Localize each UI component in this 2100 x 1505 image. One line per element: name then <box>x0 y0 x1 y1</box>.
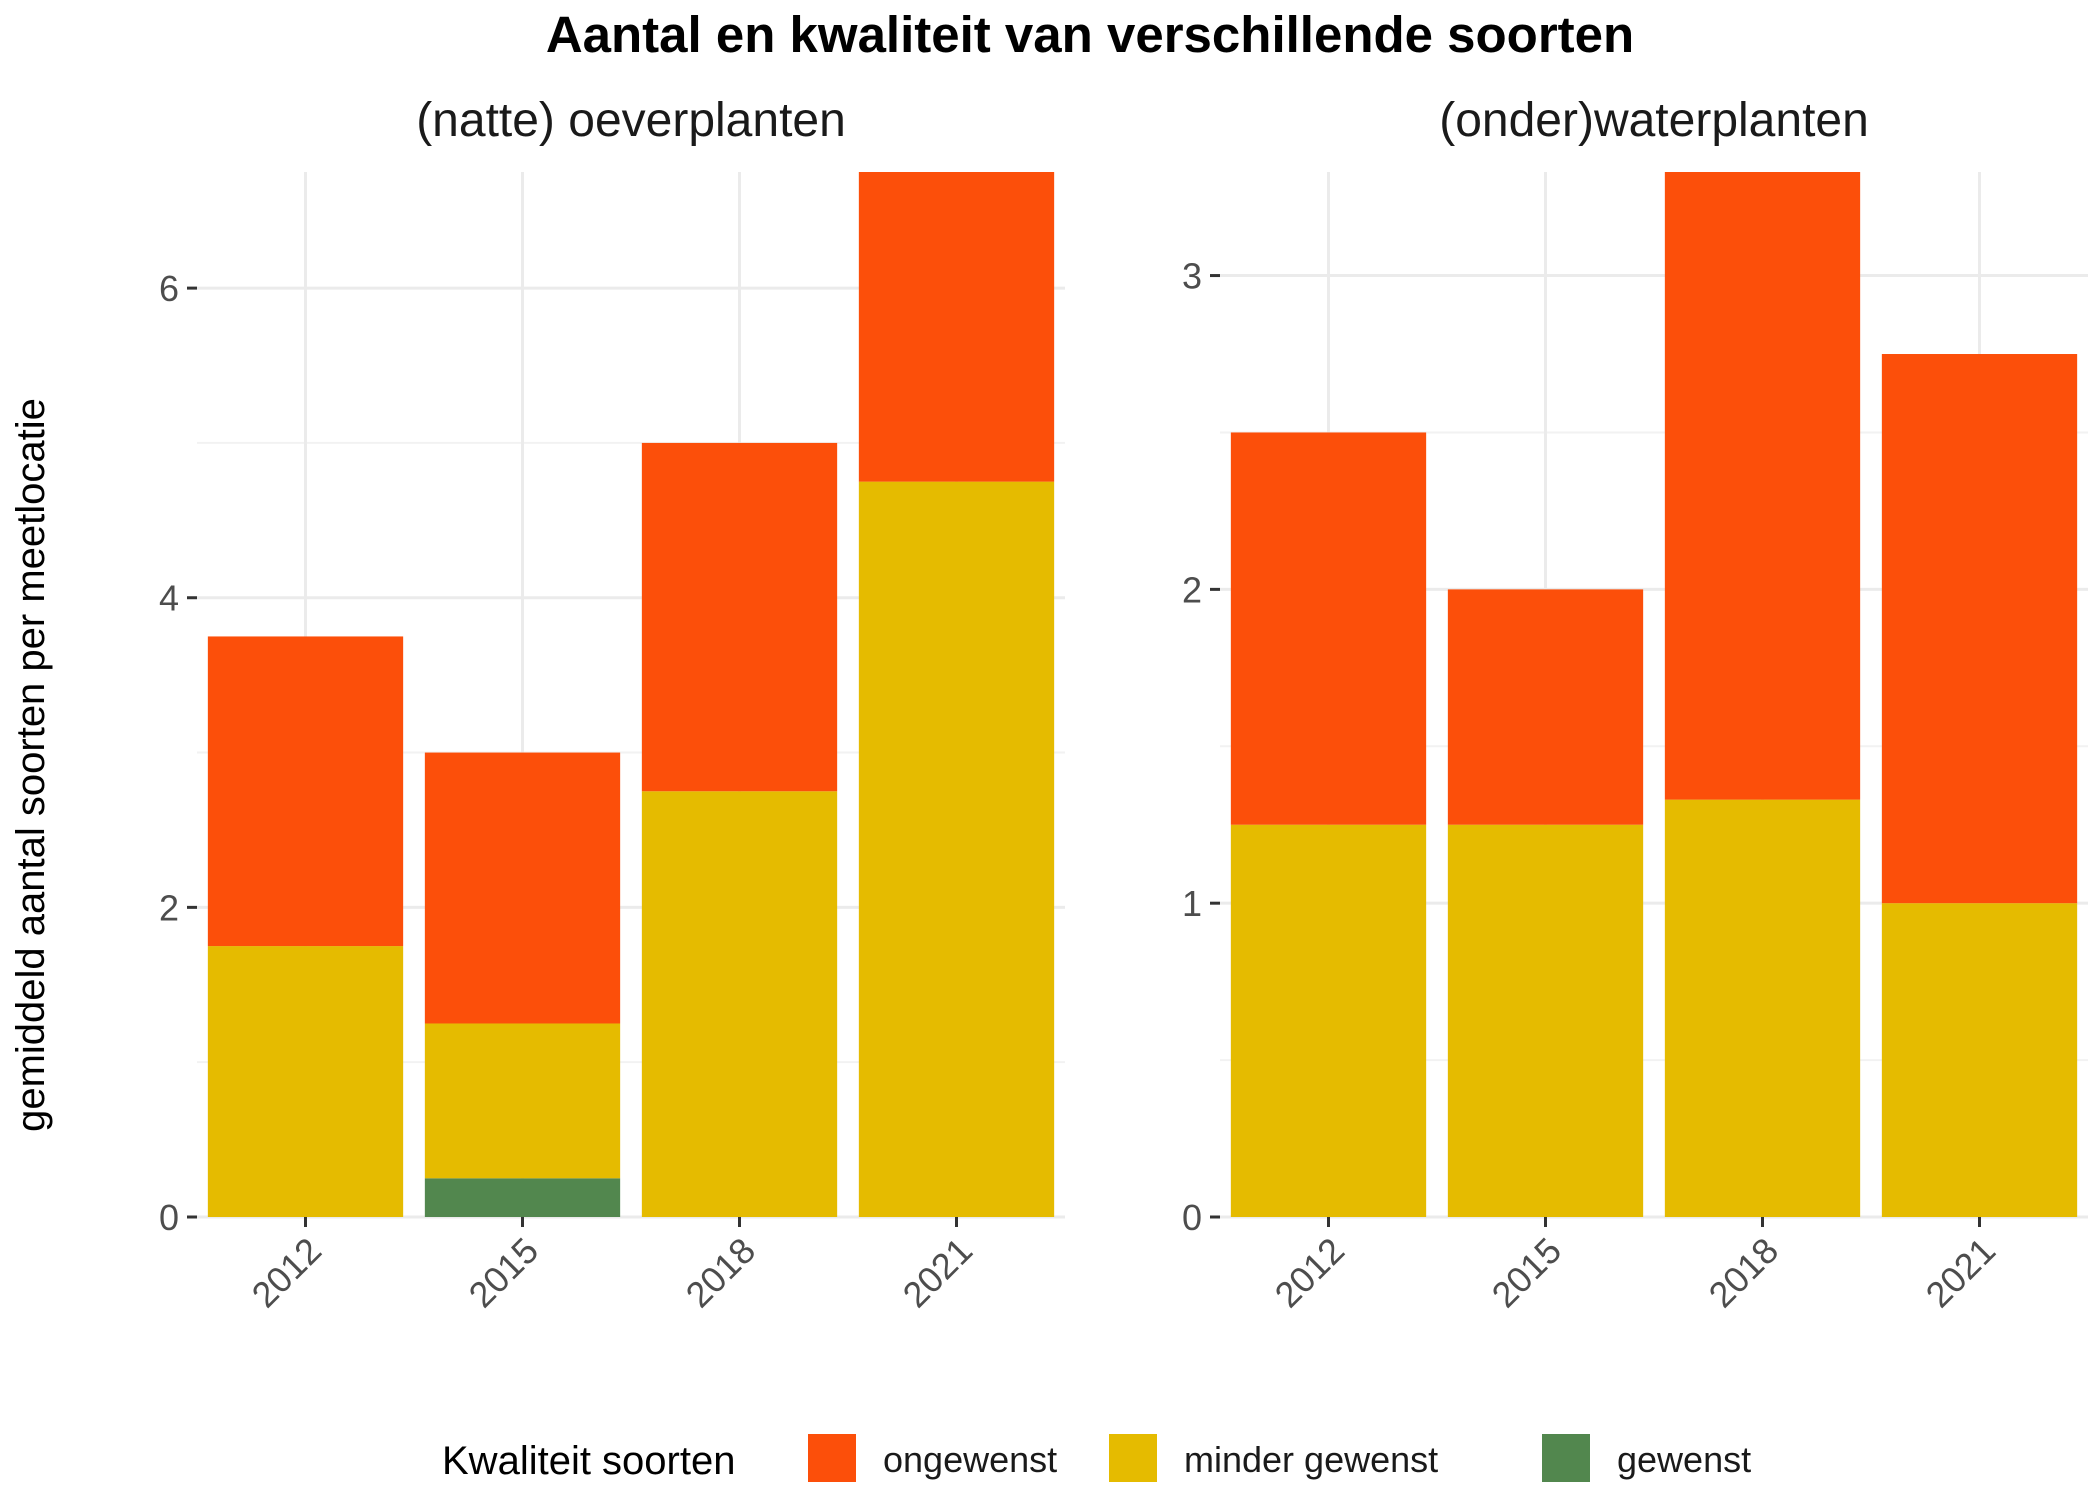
y-tick-label: 2 <box>1182 569 1202 610</box>
bar-2012-ongewenst <box>207 636 404 947</box>
panel-1: (natte) oeverplanten 0 2 4 6 2012 2015 2018 2021 <box>159 94 1065 1315</box>
legend-label: gewenst <box>1617 1439 1751 1480</box>
legend-label: ongewenst <box>883 1439 1057 1480</box>
legend-label: minder gewenst <box>1184 1439 1438 1480</box>
bar-2015-ongewenst <box>424 752 621 1024</box>
bar-2018-ongewenst <box>1664 172 1861 800</box>
y-axis-label: gemiddeld aantal soorten per meetlocatie <box>9 398 53 1132</box>
legend-key-ongewenst <box>808 1434 856 1482</box>
y-tick-label: 4 <box>159 578 179 619</box>
x-tick-label: 2018 <box>1701 1230 1787 1316</box>
legend-title: Kwaliteit soorten <box>442 1439 735 1483</box>
x-tick-label: 2021 <box>895 1230 981 1316</box>
legend-key-gewenst <box>1542 1434 1590 1482</box>
bar-2021-minder-gewenst <box>858 481 1055 1217</box>
y-tick-label: 6 <box>159 268 179 309</box>
bar-2012-ongewenst <box>1230 432 1427 825</box>
legend: Kwaliteit soorten ongewenst minder gewens… <box>442 1434 1751 1483</box>
y-tick-label: 0 <box>1182 1197 1202 1238</box>
bar-2015-gewenst <box>424 1178 621 1217</box>
bar-2021-minder-gewenst <box>1881 903 2078 1217</box>
x-tick-label: 2021 <box>1918 1230 2004 1316</box>
y-tick-label: 2 <box>159 887 179 928</box>
chart-panels: (natte) oeverplanten 0 2 4 6 2012 2015 2018 2021… <box>159 94 2088 1315</box>
x-tick-label: 2012 <box>244 1230 330 1316</box>
y-tick-label: 1 <box>1182 883 1202 924</box>
bar-2015-minder-gewenst <box>1447 824 1644 1217</box>
x-tick-label: 2015 <box>1484 1230 1570 1316</box>
bar-2018-minder-gewenst <box>1664 799 1861 1217</box>
y-tick-label: 0 <box>159 1197 179 1238</box>
chart-title: Aantal en kwaliteit van verschillende so… <box>546 6 1634 63</box>
bar-2021-ongewenst <box>858 172 1055 482</box>
panel-title: (onder)waterplanten <box>1439 94 1869 147</box>
panel-2: (onder)waterplanten 0 1 2 3 2012 2015 2018 2021 <box>1182 94 2088 1315</box>
y-tick-label: 3 <box>1182 256 1202 297</box>
bar-2015-minder-gewenst <box>424 1023 621 1179</box>
bar-2018-ongewenst <box>641 442 838 792</box>
bar-2012-minder-gewenst <box>207 946 404 1217</box>
bar-2021-ongewenst <box>1881 354 2078 904</box>
x-tick-label: 2018 <box>678 1230 764 1316</box>
bar-2015-ongewenst <box>1447 589 1644 825</box>
x-tick-label: 2015 <box>461 1230 547 1316</box>
x-tick-label: 2012 <box>1267 1230 1353 1316</box>
bar-2012-minder-gewenst <box>1230 824 1427 1217</box>
panel-title: (natte) oeverplanten <box>416 94 846 147</box>
legend-key-minder-gewenst <box>1109 1434 1157 1482</box>
bar-2018-minder-gewenst <box>641 791 838 1217</box>
